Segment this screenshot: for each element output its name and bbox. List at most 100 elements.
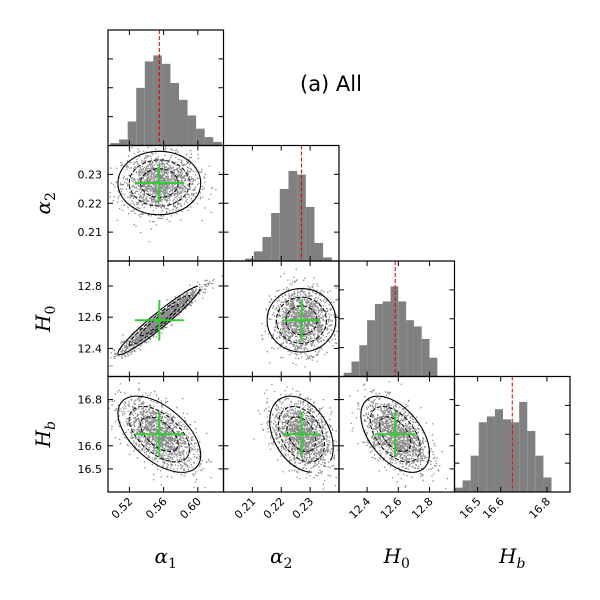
contour-line [369, 406, 421, 463]
panel-frame [222, 375, 340, 493]
y-tick-label: 16.5 [78, 463, 103, 476]
pair-alpha2-H0 [261, 268, 339, 369]
contour-line [140, 304, 179, 337]
hist-bar [390, 286, 399, 377]
axis-label-Hb: Hb [31, 421, 59, 448]
histogram-alpha2 [245, 145, 332, 261]
hist-bar [323, 257, 332, 261]
scatter-cloud [349, 381, 449, 492]
hist-bar [271, 212, 280, 261]
axis-label-Hb: Hb [498, 544, 525, 572]
hist-bar [382, 301, 391, 377]
y-tick-label: 0.21 [78, 226, 103, 239]
scatter-cloud [253, 376, 339, 490]
scatter-points [253, 376, 339, 490]
x-tick-label: 0.52 [109, 495, 136, 522]
x-tick-label: 12.8 [409, 495, 436, 522]
y-tick-label: 12.4 [78, 342, 103, 355]
pair-H0-Hb [349, 381, 449, 492]
hist-bar [406, 320, 414, 377]
scatter-points [109, 145, 221, 243]
hist-bar [494, 409, 504, 492]
hist-bar [314, 242, 324, 261]
y-tick-label: 16.8 [78, 394, 103, 407]
histogram-Hb [454, 376, 552, 492]
hist-bar [503, 419, 512, 492]
contour-line [117, 150, 202, 216]
axis-label-H0: H0 [31, 306, 59, 333]
contour-line [277, 406, 326, 463]
hist-bar [262, 236, 272, 261]
hist-bar [204, 137, 214, 146]
scatter-points [261, 268, 339, 369]
histogram-alpha1 [110, 30, 222, 146]
pair-alpha1-alpha2 [109, 145, 221, 243]
scatter-cloud [261, 268, 339, 369]
hist-bar [245, 258, 254, 261]
contour-line [128, 406, 190, 463]
hist-bar [161, 63, 171, 146]
scatter-cloud [108, 382, 223, 489]
y-tick-label: 12.8 [78, 280, 103, 293]
x-tick-label: 0.23 [290, 495, 317, 522]
hist-bar [288, 170, 298, 261]
contour-line [379, 416, 412, 453]
axis-label-H0: H0 [383, 544, 410, 572]
hist-bar [470, 455, 479, 492]
hist-bar [279, 188, 289, 261]
hist-bar [136, 87, 145, 146]
x-tick-label: 12.4 [347, 495, 374, 522]
hist-bar [144, 61, 154, 146]
contour-line [286, 416, 317, 453]
contour-line [140, 416, 179, 453]
hist-bar [454, 487, 463, 492]
histogram-H0 [343, 261, 438, 377]
hist-bar [119, 139, 128, 146]
scatter-points [349, 381, 449, 492]
contour-line [117, 395, 202, 473]
panels [107, 29, 571, 493]
x-tick-label: 0.22 [261, 495, 288, 522]
contour-line [266, 287, 337, 353]
contour-line [128, 294, 190, 346]
hist-bar [527, 430, 536, 492]
x-tick-label: 0.60 [177, 495, 204, 522]
hist-bar [543, 477, 552, 492]
y-tick-label: 0.22 [78, 197, 103, 210]
x-tick-label: 16.8 [527, 495, 554, 522]
hist-bar [413, 326, 422, 377]
pair-alpha1-H0 [108, 275, 223, 370]
axis-label-alpha2: α2 [270, 544, 292, 572]
hist-bar [179, 99, 188, 146]
hist-bar [374, 303, 383, 377]
contour-line [360, 395, 431, 473]
hist-bar [351, 361, 360, 377]
hist-bar [253, 251, 263, 261]
contour-line [128, 159, 190, 207]
hist-bar [421, 338, 430, 377]
hist-bar [170, 83, 180, 146]
hist-bar [153, 55, 162, 146]
y-tick-label: 16.6 [78, 440, 103, 453]
axis-label-alpha1: α1 [155, 544, 177, 572]
hist-bar [519, 401, 528, 492]
pair-alpha2-Hb [253, 376, 339, 490]
hist-bar [187, 115, 197, 146]
y-tick-label: 0.23 [78, 168, 103, 181]
hist-bar [359, 345, 368, 377]
x-tick-label: 0.56 [143, 495, 170, 522]
x-tick-label: 16.5 [457, 495, 484, 522]
scatter-cloud [109, 145, 221, 243]
x-tick-label: 0.21 [232, 495, 259, 522]
contour-line [275, 296, 327, 344]
hist-bar [486, 416, 495, 492]
hist-bar [398, 301, 407, 377]
x-tick-label: 16.6 [480, 495, 507, 522]
hist-bar [462, 480, 471, 492]
hist-bar [511, 422, 520, 492]
hist-bar [478, 422, 487, 492]
hist-bar [110, 143, 120, 146]
y-tick-label: 12.6 [78, 311, 103, 324]
pair-alpha1-Hb [108, 382, 223, 489]
